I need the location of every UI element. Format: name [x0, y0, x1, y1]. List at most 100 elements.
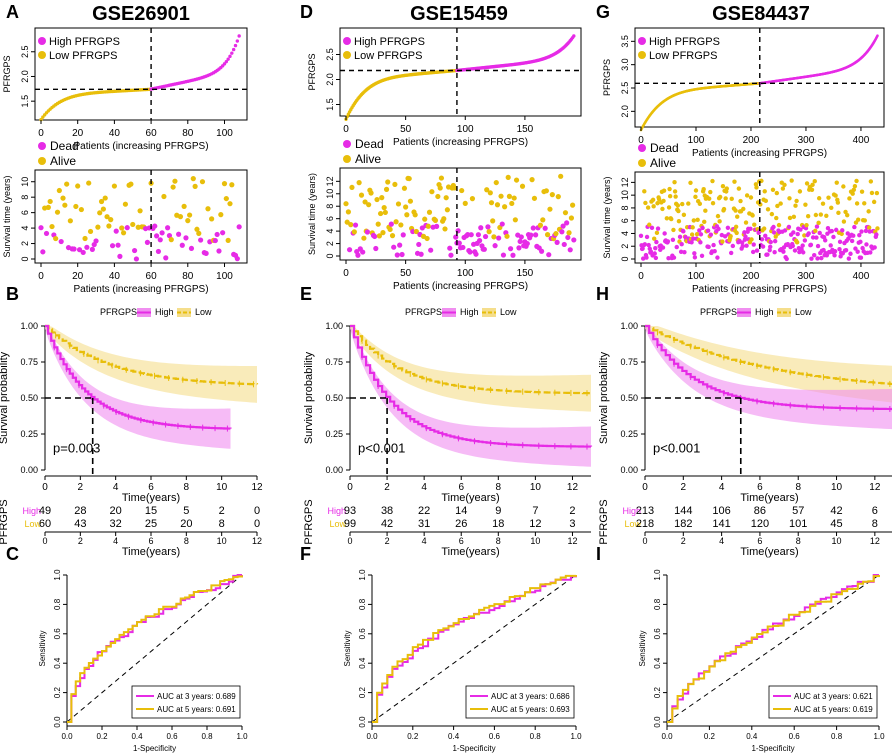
- alive-point: [498, 193, 504, 199]
- km-pvalue: p<0.001: [653, 441, 700, 456]
- panel-letter-g: G: [596, 2, 610, 22]
- risk-ytick-label: 2.0: [20, 70, 30, 83]
- roc-ytick-label: 0.2: [53, 686, 62, 698]
- risk-table-high-value: 7: [532, 505, 538, 517]
- dead-point: [864, 242, 869, 247]
- risk-table-low-value: 45: [830, 518, 842, 530]
- risk-xtick-label: 400: [853, 135, 870, 146]
- risk-table-tick-label: 2: [681, 536, 686, 546]
- alive-point: [519, 183, 526, 189]
- roc-plot: 0.0 0.0 0.2 0.2 0.4 0.4 0.6 0.6 0.8 0.8 1.0 1.0 Sens…: [38, 569, 248, 753]
- alive-point: [829, 205, 834, 210]
- dead-point: [373, 245, 379, 252]
- dead-point: [646, 242, 651, 248]
- alive-point: [782, 182, 787, 188]
- km-ytick-label: 0.00: [620, 465, 638, 475]
- alive-point: [177, 214, 184, 220]
- risk-table-low-value: 99: [344, 518, 356, 530]
- km-legend-title: PFRGPS: [700, 307, 737, 317]
- alive-point: [553, 231, 559, 237]
- dead-point: [166, 233, 173, 239]
- surv-xtick-label: 60: [146, 271, 158, 282]
- roc-ytick-label: 0.4: [653, 657, 662, 669]
- dead-point: [507, 246, 514, 252]
- alive-point: [654, 230, 660, 236]
- risk-table-tick-label: 0: [347, 536, 352, 546]
- alive-point: [435, 193, 441, 200]
- risk-xlabel: Patients (increasing PFRGPS): [692, 148, 827, 159]
- dead-point: [848, 251, 853, 256]
- risk-table-tick-label: 4: [422, 536, 427, 546]
- alive-point: [736, 186, 742, 191]
- alive-point: [356, 180, 362, 186]
- alive-point: [398, 222, 404, 228]
- column-gse84437: G H I GSE84437 High PFRGPS Low PFRGPS 2.0 2.5 3.…: [596, 2, 892, 753]
- surv-ytick-label: 0: [20, 256, 30, 261]
- alive-point: [675, 203, 681, 208]
- risk-xtick-label: 80: [182, 128, 194, 139]
- alive-point: [442, 226, 448, 232]
- km-xtick-label: 4: [719, 482, 725, 493]
- risk-legend-low-marker: [38, 51, 46, 59]
- dead-point: [674, 244, 679, 250]
- dead-point: [416, 241, 422, 248]
- risk-legend-high-marker: [38, 37, 46, 45]
- alive-point: [703, 208, 708, 213]
- dead-point: [176, 231, 182, 237]
- dead-point: [131, 247, 138, 254]
- alive-point: [803, 202, 808, 207]
- dead-point: [652, 251, 657, 256]
- dead-point: [554, 239, 560, 245]
- dead-point: [640, 246, 645, 251]
- km-xtick-label: 12: [251, 482, 263, 493]
- alive-point: [732, 179, 737, 184]
- km-xlabel: Time(years): [740, 492, 798, 504]
- surv-ylabel: Survival time (years): [2, 175, 12, 257]
- km-legend-high: High: [155, 307, 174, 317]
- dead-point: [715, 255, 720, 260]
- risk-table-tick-label: 12: [252, 536, 262, 546]
- risk-xlabel: Patients (increasing PFRGPS): [73, 141, 208, 152]
- dead-point: [460, 244, 466, 251]
- alive-point: [380, 230, 386, 236]
- risk-table-tick-label: 10: [217, 536, 227, 546]
- alive-point: [218, 212, 224, 218]
- roc-xlabel: 1-Specificity: [133, 744, 176, 753]
- risk-table-tick-label: 6: [148, 536, 153, 546]
- alive-point: [366, 202, 372, 208]
- dead-point: [849, 238, 855, 244]
- km-xtick-label: 2: [384, 482, 390, 493]
- risk-table-low-value: 60: [39, 518, 51, 530]
- alive-point: [774, 190, 780, 196]
- km-xtick-label: 0: [42, 482, 48, 493]
- risk-table-xlabel: Time(years): [740, 546, 798, 558]
- alive-point: [120, 230, 127, 236]
- alive-point: [379, 195, 385, 201]
- km-xtick-label: 10: [216, 482, 228, 493]
- km-xtick-label: 4: [113, 482, 119, 493]
- km-ylabel: Survival probability: [0, 351, 10, 444]
- dead-point: [832, 253, 837, 258]
- km-ytick-label: 1.00: [20, 321, 38, 331]
- dead-point: [152, 223, 158, 229]
- roc-ytick-label: 0.0: [653, 716, 662, 728]
- dead-point: [448, 252, 454, 258]
- roc-xlabel: 1-Specificity: [452, 744, 495, 753]
- dead-point: [768, 244, 773, 249]
- risk-table-high-value: 38: [381, 505, 393, 517]
- roc-plot: 0.0 0.0 0.2 0.2 0.4 0.4 0.6 0.6 0.8 0.8 1.0 1.0 Sens…: [343, 569, 582, 753]
- dead-point: [43, 230, 50, 237]
- roc-ytick-label: 0.6: [653, 628, 662, 640]
- alive-point: [426, 209, 433, 215]
- alive-point: [778, 201, 783, 206]
- km-plot: PFRGPS High Low 0.00 0.25 0.50 0.75 1.00 Surviva…: [598, 307, 892, 504]
- km-xtick-label: 10: [530, 482, 542, 493]
- alive-point: [87, 228, 94, 235]
- dead-point: [533, 232, 539, 238]
- dead-point: [372, 233, 378, 240]
- alive-point: [813, 228, 818, 234]
- roc-ytick-label: 0.2: [653, 686, 662, 698]
- km-low-curve: [350, 324, 593, 395]
- risk-legend-low: Low PFRGPS: [49, 50, 117, 62]
- km-legend-high: High: [755, 307, 774, 317]
